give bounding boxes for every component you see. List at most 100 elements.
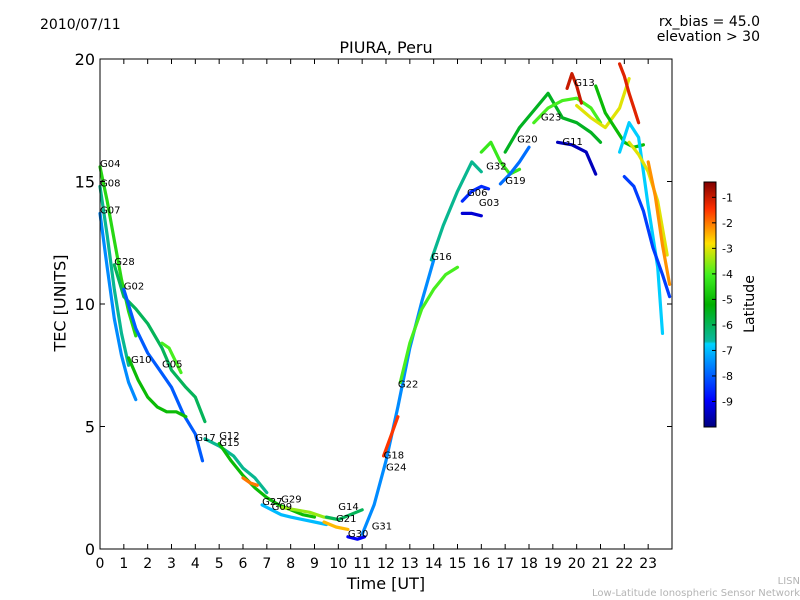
colorbar-tick-label: -4 (722, 268, 733, 281)
y-tick-label: 5 (85, 418, 95, 437)
x-tick-label: 9 (310, 556, 319, 572)
series-g07 (98, 211, 138, 402)
y-tick-label: 15 (75, 173, 95, 192)
satellite-label: G08 (100, 178, 120, 189)
satellite-label: G06 (467, 188, 487, 199)
brand-long: Low-Latitude Ionospheric Sensor Network (592, 588, 800, 599)
satellite-label: G28 (114, 257, 134, 268)
satellite-label: G13 (574, 78, 594, 89)
satellite-label: G29 (281, 494, 301, 505)
satellite-label: G19 (505, 176, 525, 187)
x-tick-label: 3 (167, 556, 176, 572)
x-tick-label: 5 (215, 556, 224, 572)
satellite-label: G21 (336, 514, 356, 525)
satellite-label: G31 (372, 521, 392, 532)
series-g15 (241, 476, 259, 487)
x-tick-label: 19 (544, 556, 562, 572)
series-g19 (498, 145, 531, 186)
series-g06 (460, 184, 491, 203)
x-tick-label: 22 (615, 556, 633, 572)
x-tick-label: 18 (520, 556, 538, 572)
x-tick-label: 15 (449, 556, 467, 572)
satellite-label: G27 (262, 497, 282, 508)
series-g02 (122, 287, 205, 463)
colorbar-tick-label: -8 (722, 370, 733, 383)
satellite-label: G12 (219, 431, 239, 442)
satellite-label: G09 (272, 502, 292, 513)
series-g13 (565, 72, 584, 105)
axis-layer: 0 1 2 3 4 5 6 7 8 9 10 11 12 13 14 15 16 17 18 19 20 21 22 2305… (75, 50, 672, 572)
series-g27 (260, 503, 328, 527)
series-g16 (429, 160, 483, 262)
colorbar-tick-label: -2 (722, 217, 733, 230)
elevation-label: elevation > 30 (656, 29, 760, 45)
series-g31 (360, 258, 436, 536)
series-g30 (346, 535, 367, 541)
y-tick-label: 20 (75, 50, 95, 69)
rx-bias-label: rx_bias = 45.0 (658, 14, 760, 30)
series-g02b (622, 175, 672, 299)
x-tick-label: 6 (239, 556, 248, 572)
series-g18 (382, 415, 400, 458)
satellite-label: G14 (338, 502, 358, 513)
date-label: 2010/07/11 (40, 17, 121, 33)
satellite-label: G02 (124, 281, 144, 292)
satellite-label: G11 (562, 137, 582, 148)
satellite-label: G07 (100, 205, 120, 216)
series-g09 (617, 62, 641, 125)
brand-short: LISN (777, 576, 800, 587)
colorbar-tick-label: -7 (722, 344, 733, 357)
series-g07b (646, 160, 672, 286)
series-g08 (98, 184, 131, 367)
x-tick-label: 16 (472, 556, 490, 572)
series-g12 (217, 442, 317, 519)
satellite-label: G20 (517, 134, 537, 145)
colorbar: -9 -8 -7 -6 -5 -4 -3 -2 -1 (703, 181, 733, 428)
satellite-label: G03 (479, 198, 499, 209)
series-g25 (617, 121, 665, 335)
x-tick-label: 4 (191, 556, 200, 572)
satellite-label: G15 (219, 438, 239, 449)
series-g21 (322, 520, 350, 532)
plot-frame (99, 58, 673, 550)
satellite-label: G32 (486, 161, 506, 172)
satellite-label: G18 (384, 450, 404, 461)
satellite-label: G22 (398, 379, 418, 390)
x-tick-label: 0 (96, 556, 105, 572)
x-tick-label: 7 (262, 556, 271, 572)
chart-title: PIURA, Peru (339, 38, 433, 57)
colorbar-gradient (703, 181, 717, 428)
x-tick-label: 12 (377, 556, 395, 572)
x-tick-label: 10 (329, 556, 347, 572)
series-layer (98, 62, 672, 541)
x-tick-label: 13 (401, 556, 419, 572)
x-tick-label: 14 (425, 556, 443, 572)
x-tick-label: 20 (568, 556, 586, 572)
satellite-label: G23 (541, 112, 561, 123)
series-g22 (398, 265, 460, 384)
x-tick-label: 1 (119, 556, 128, 572)
series-g17 (203, 437, 269, 495)
x-tick-label: 23 (639, 556, 657, 572)
y-tick-label: 10 (75, 295, 95, 314)
series-g04 (98, 165, 138, 338)
series-g14 (324, 508, 364, 522)
series-g10 (127, 356, 188, 419)
colorbar-tick-label: -1 (722, 191, 733, 204)
satellite-label: G10 (131, 355, 151, 366)
colorbar-tick-label: -9 (722, 395, 733, 408)
satellite-label: G17 (195, 433, 215, 444)
series-g26 (594, 84, 646, 149)
x-tick-label: 2 (143, 556, 152, 572)
y-tick-label: 0 (85, 540, 95, 559)
satellite-label: G05 (162, 360, 182, 371)
x-tick-label: 8 (286, 556, 295, 572)
x-tick-label: 21 (592, 556, 610, 572)
series-g05 (160, 341, 183, 375)
series-g24 (575, 76, 631, 130)
x-tick-label: 11 (353, 556, 371, 572)
series-g03 (460, 211, 483, 218)
satellite-label: G24 (386, 463, 406, 474)
